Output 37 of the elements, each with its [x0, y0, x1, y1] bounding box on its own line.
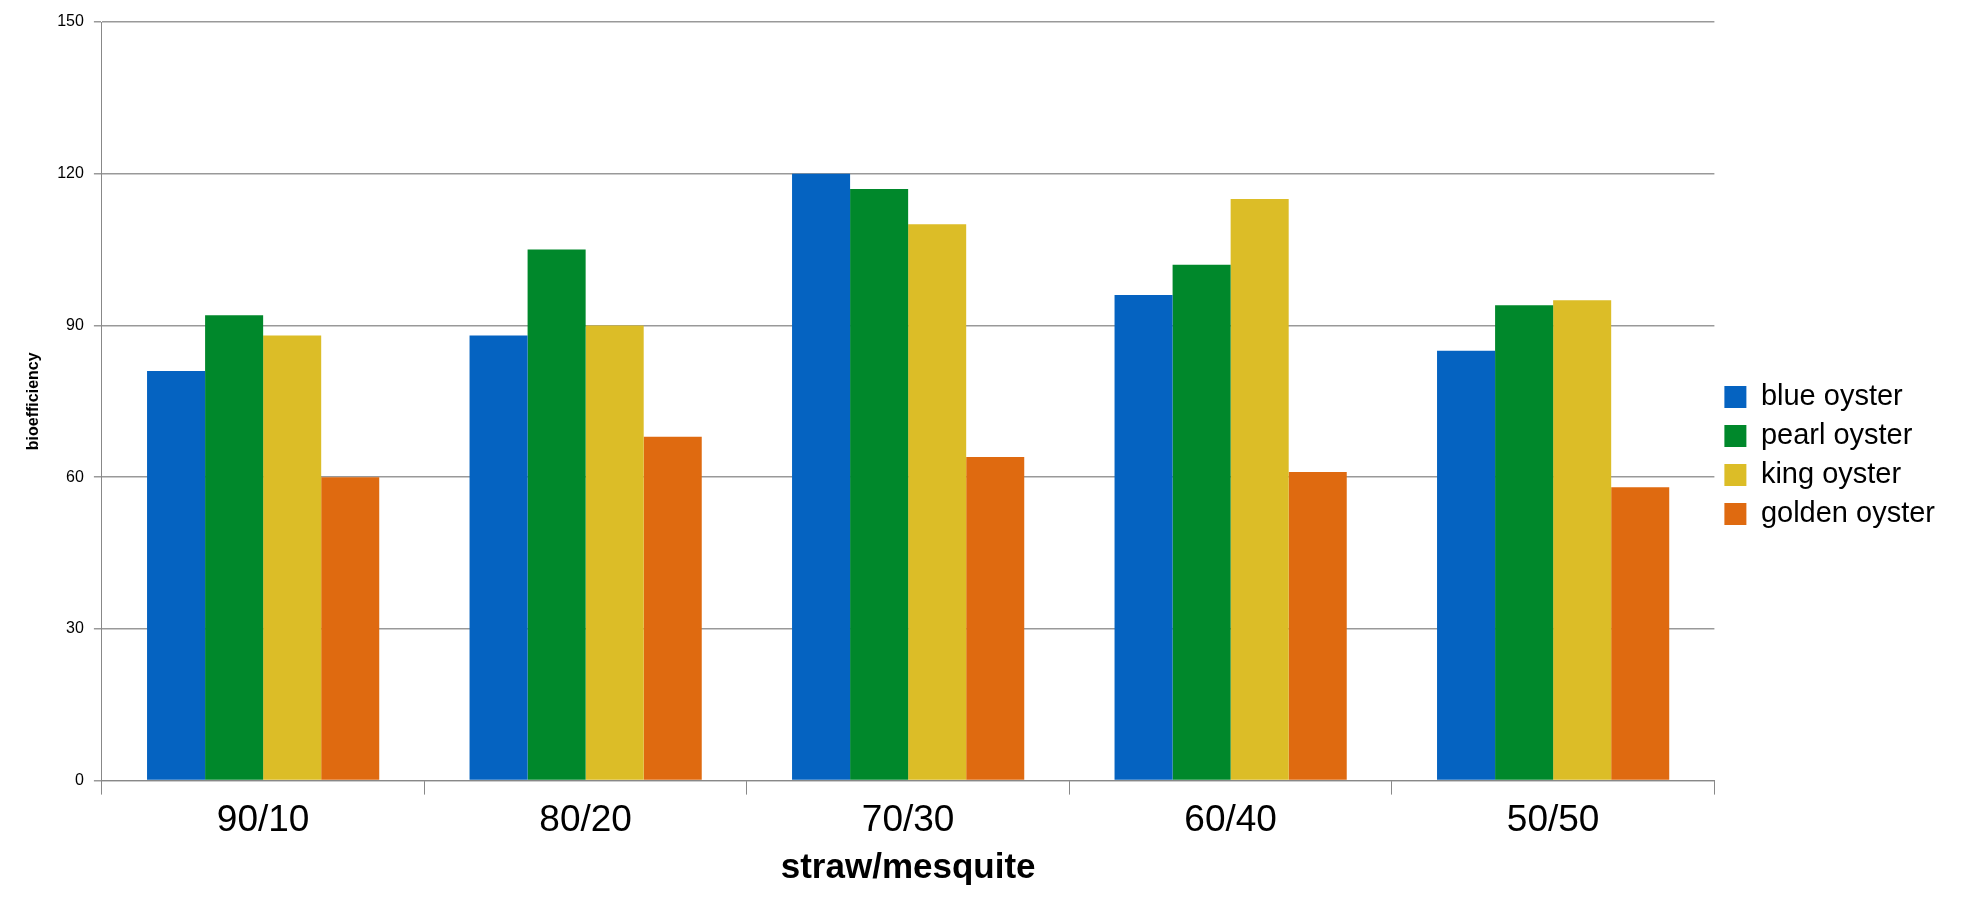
bar: [908, 224, 967, 780]
y-tick-label: 0: [74, 771, 84, 789]
bar: [643, 436, 702, 780]
bar: [850, 188, 909, 780]
bar: [1611, 487, 1670, 780]
y-axis-title: bioefficiency: [24, 352, 42, 451]
legend-label: pearl oyster: [1760, 418, 1913, 450]
bar: [1495, 305, 1554, 780]
bar: [147, 370, 206, 780]
x-tick-label: 80/20: [539, 798, 632, 839]
x-axis-title: straw/mesquite: [780, 845, 1036, 885]
bar: [469, 335, 528, 780]
bar: [1230, 199, 1289, 780]
bar: [1553, 300, 1612, 780]
bar: [1172, 264, 1231, 780]
bar: [263, 335, 322, 780]
bar: [1437, 350, 1496, 780]
x-tick-label: 50/50: [1506, 798, 1600, 839]
y-tick-label: 90: [66, 315, 84, 333]
y-tick-label: 30: [66, 619, 84, 637]
x-tick-label: 60/40: [1184, 798, 1277, 839]
legend-label: king oyster: [1760, 457, 1902, 489]
y-tick-label: 120: [57, 164, 84, 182]
x-tick-label: 70/30: [861, 798, 955, 839]
bar: [966, 456, 1025, 780]
bar: [585, 325, 644, 780]
bar: [205, 315, 264, 780]
bar: [321, 477, 380, 780]
legend-label: golden oyster: [1760, 496, 1936, 528]
y-tick-label: 60: [66, 467, 84, 485]
bar: [1288, 472, 1347, 780]
bar: [527, 249, 586, 780]
y-tick-label: 150: [57, 12, 84, 30]
legend-label: blue oyster: [1760, 379, 1904, 411]
bar: [1114, 295, 1173, 780]
x-tick-label: 90/10: [216, 798, 310, 839]
bar: [792, 173, 851, 780]
